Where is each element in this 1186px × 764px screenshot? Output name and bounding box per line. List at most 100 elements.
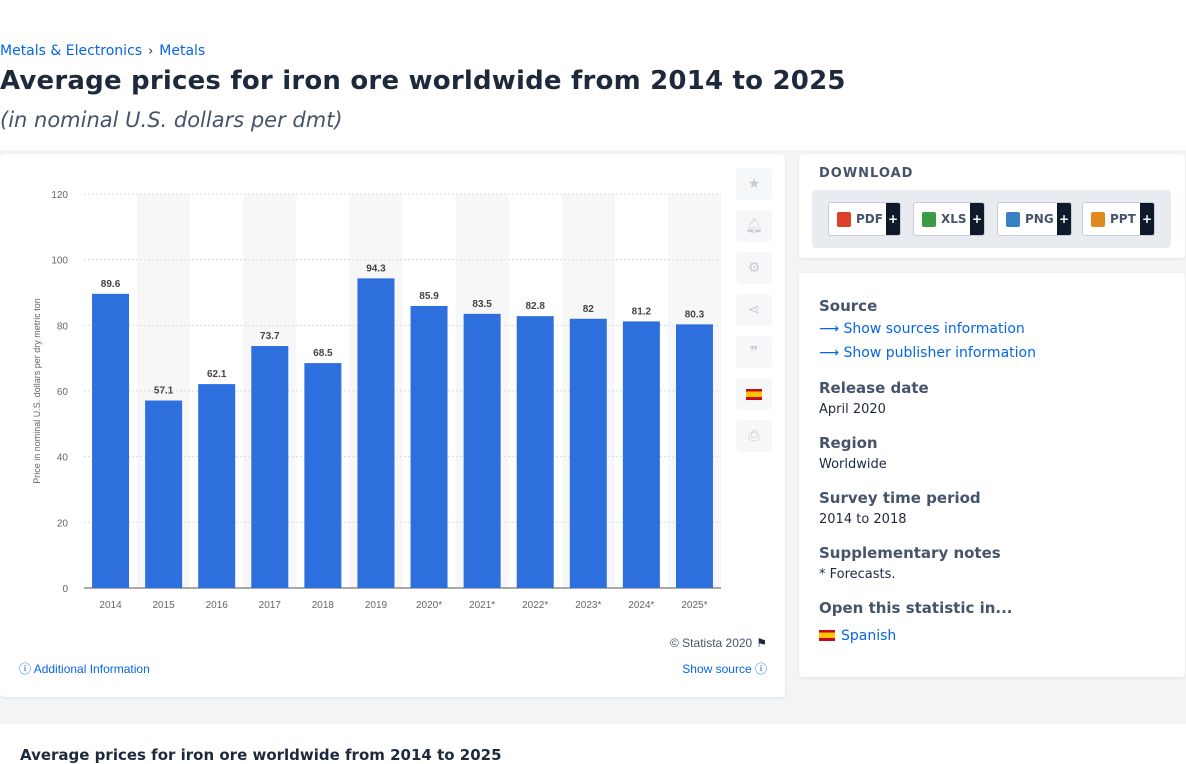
- x-tick-label: 2015: [153, 600, 176, 611]
- share-button[interactable]: ⋖: [736, 294, 772, 326]
- spanish-flag-icon: [746, 388, 762, 400]
- favorite-button[interactable]: ★: [736, 168, 772, 200]
- source-label: Source: [819, 297, 878, 315]
- show-publisher-label: Show publisher information: [843, 345, 1036, 361]
- info-icon: ⓘ: [754, 662, 767, 676]
- language-button[interactable]: [736, 378, 772, 410]
- supplementary-notes-value: * Forecasts.: [819, 567, 896, 582]
- png-label: PNG: [1025, 212, 1054, 226]
- data-label: 82: [583, 304, 595, 315]
- cite-button[interactable]: ❞: [736, 336, 772, 368]
- bar[interactable]: [145, 400, 183, 588]
- breadcrumb-separator: ›: [148, 43, 154, 59]
- bar[interactable]: [675, 324, 713, 588]
- print-button[interactable]: ⎙: [736, 420, 772, 452]
- page-title: Average prices for iron ore worldwide fr…: [0, 66, 846, 96]
- flag-icon[interactable]: ⚑: [756, 636, 767, 650]
- settings-button[interactable]: ⚙: [736, 252, 772, 284]
- png-file-icon: [1006, 211, 1020, 227]
- spanish-flag-icon: [819, 630, 835, 641]
- data-label: 83.5: [472, 299, 492, 310]
- breadcrumb-item-metals-electronics[interactable]: Metals & Electronics: [0, 43, 143, 59]
- region-label: Region: [819, 434, 878, 452]
- data-label: 80.3: [685, 309, 705, 320]
- supplementary-notes-label: Supplementary notes: [819, 544, 1001, 562]
- release-date-value: April 2020: [819, 402, 886, 417]
- x-tick-label: 2023*: [575, 600, 601, 611]
- quote-icon: ❞: [749, 344, 759, 360]
- data-label: 94.3: [366, 263, 386, 274]
- y-tick-label: 20: [57, 518, 69, 529]
- bottom-section: Average prices for iron ore worldwide fr…: [0, 724, 1186, 764]
- plus-icon: +: [886, 203, 900, 235]
- bar[interactable]: [198, 384, 236, 588]
- download-ppt-button[interactable]: PPT +: [1082, 202, 1155, 236]
- release-date-label: Release date: [819, 379, 929, 397]
- data-label: 81.2: [632, 306, 652, 317]
- info-icon: ⓘ: [19, 662, 32, 676]
- region-value: Worldwide: [819, 457, 887, 472]
- print-icon: ⎙: [748, 428, 760, 444]
- download-xls-button[interactable]: XLS +: [913, 202, 985, 236]
- y-axis-label: Price in nominal U.S. dollars per dry me…: [32, 298, 42, 484]
- data-label: 68.5: [313, 348, 333, 359]
- show-source-link[interactable]: Show source ⓘ: [682, 660, 767, 677]
- plus-icon: +: [970, 203, 984, 235]
- bar[interactable]: [463, 313, 501, 588]
- xls-file-icon: [922, 211, 936, 227]
- bar[interactable]: [251, 346, 289, 588]
- pdf-file-icon: [837, 211, 851, 227]
- additional-info-label: Additional Information: [33, 662, 150, 676]
- bottom-title: Average prices for iron ore worldwide fr…: [20, 746, 502, 764]
- y-tick-label: 40: [57, 453, 69, 464]
- show-publisher-link[interactable]: ⟶ Show publisher information: [819, 345, 1036, 361]
- chart-card: 0 20 40 60 80 100 120 Price in nominal U.S. dol…: [0, 154, 785, 697]
- bar-chart[interactable]: 0 20 40 60 80 100 120 Price in nominal U.S. dol…: [0, 154, 785, 624]
- show-sources-label: Show sources information: [843, 321, 1025, 337]
- x-tick-label: 2022*: [522, 600, 548, 611]
- download-title: DOWNLOAD: [819, 166, 914, 181]
- bar[interactable]: [622, 321, 660, 588]
- copyright-text: © Statista 2020: [670, 636, 753, 650]
- xls-label: XLS: [941, 212, 967, 226]
- bar[interactable]: [410, 305, 448, 588]
- bar[interactable]: [304, 363, 342, 588]
- open-in-spanish-label: Spanish: [841, 628, 897, 644]
- y-tick-label: 120: [51, 190, 68, 201]
- arrow-right-icon: ⟶: [819, 345, 840, 361]
- breadcrumb-item-metals[interactable]: Metals: [159, 43, 206, 59]
- star-icon: ★: [747, 176, 761, 192]
- breadcrumb: Metals & Electronics › Metals: [0, 43, 205, 59]
- show-sources-link[interactable]: ⟶ Show sources information: [819, 321, 1025, 337]
- download-bar: PDF + XLS + PNG + PPT +: [812, 190, 1171, 248]
- bar[interactable]: [357, 278, 395, 588]
- x-tick-label: 2016: [206, 600, 229, 611]
- header-area: [0, 0, 1186, 150]
- data-label: 85.9: [419, 291, 439, 302]
- y-tick-label: 100: [51, 256, 68, 267]
- copyright: © Statista 2020 ⚑: [670, 636, 767, 650]
- additional-info-link[interactable]: ⓘ Additional Information: [19, 660, 150, 677]
- data-label: 62.1: [207, 369, 227, 380]
- download-png-button[interactable]: PNG +: [997, 202, 1072, 236]
- y-tick-label: 60: [57, 387, 69, 398]
- x-tick-label: 2021*: [469, 600, 495, 611]
- ppt-file-icon: [1091, 211, 1105, 227]
- bar[interactable]: [92, 293, 130, 588]
- y-tick-label: 0: [62, 584, 68, 595]
- x-tick-label: 2020*: [416, 600, 442, 611]
- bar[interactable]: [516, 316, 554, 588]
- ppt-label: PPT: [1110, 212, 1136, 226]
- pdf-label: PDF: [856, 212, 883, 226]
- open-in-label: Open this statistic in...: [819, 599, 1013, 617]
- x-tick-label: 2019: [365, 600, 388, 611]
- x-tick-label: 2018: [312, 600, 335, 611]
- open-in-spanish-link[interactable]: Spanish: [819, 628, 896, 644]
- data-label: 82.8: [525, 301, 545, 312]
- x-tick-label: 2017: [259, 600, 282, 611]
- download-pdf-button[interactable]: PDF +: [828, 202, 901, 236]
- survey-period-label: Survey time period: [819, 489, 981, 507]
- bar[interactable]: [569, 318, 607, 588]
- bell-icon: 🔔︎: [745, 218, 763, 234]
- notification-button[interactable]: 🔔︎: [736, 210, 772, 242]
